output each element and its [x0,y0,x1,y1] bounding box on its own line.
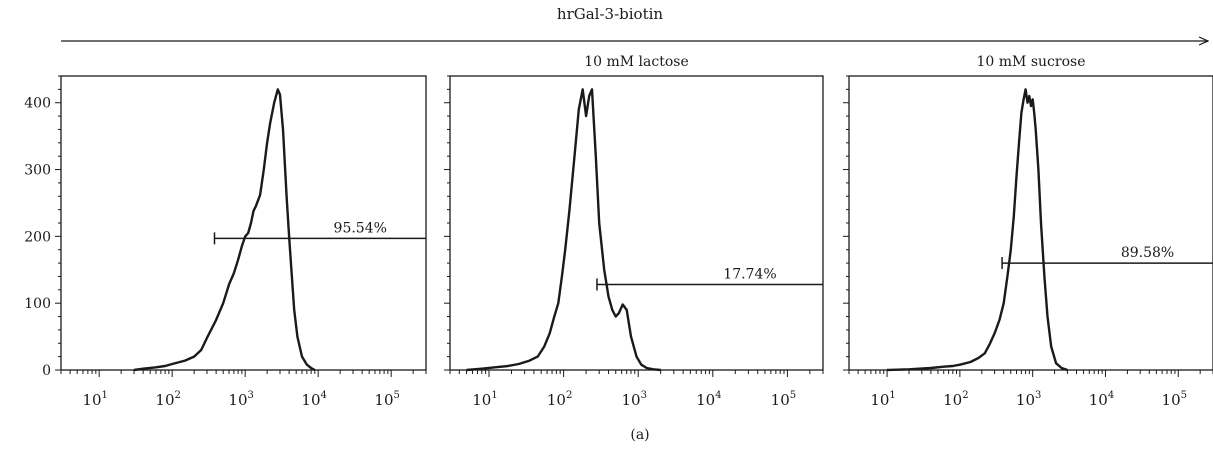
gate-percent-label: 95.54% [334,220,387,236]
x-tick-label: 103 [1016,390,1041,409]
y-tick-label: 400 [24,96,51,112]
x-tick-label: 105 [1162,390,1187,409]
x-tick-label: 104 [696,390,721,409]
y-tick-label: 100 [24,296,51,312]
gate-percent-label: 17.74% [723,266,776,282]
panel-title: 10 mM sucrose [977,54,1086,70]
x-tick-label: 102 [943,390,968,409]
y-tick-label: 300 [24,163,51,179]
plot-frame [449,75,824,371]
x-tick-label: 104 [301,390,326,409]
x-tick-label: 103 [228,390,253,409]
plot-frame [848,75,1213,371]
histogram-curve [466,88,661,372]
panel-title: 10 mM lactose [584,54,689,70]
x-tick-label: 105 [374,390,399,409]
header-label: hrGal-3-biotin [557,5,663,23]
x-tick-label: 101 [82,390,107,409]
x-tick-label: 102 [155,390,180,409]
x-tick-label: 104 [1089,390,1114,409]
x-tick-label: 101 [870,390,895,409]
x-tick-label: 105 [771,390,796,409]
x-tick-label: 103 [621,390,646,409]
histogram-panel-sucrose: 10 mM sucrose 101 102 103 104 105 89.58% [843,54,1213,409]
y-tick-label: 200 [24,229,51,245]
x-tick-label: 101 [472,390,497,409]
histogram-panel-untreated: 0 100 200 300 400 101 102 103 104 105 95.54% [24,75,427,409]
gate-percent-label: 89.58% [1121,245,1174,261]
x-tick-label: 102 [547,390,572,409]
histogram-curve [887,88,1068,372]
histogram-panel-lactose: 10 mM lactose 101 102 103 104 105 17.74% [444,54,824,409]
histogram-curve [133,88,316,372]
figure-caption: (a) [630,427,649,443]
y-tick-label: 0 [42,363,51,379]
